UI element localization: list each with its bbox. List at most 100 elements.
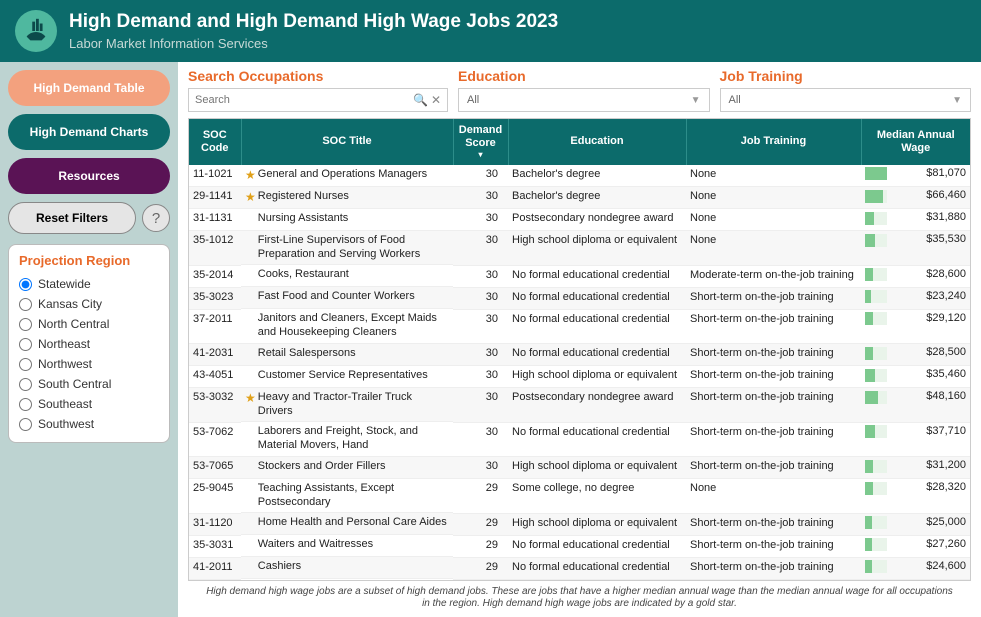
cell-education: No formal educational credential <box>508 309 686 344</box>
nav-button-high-demand-table[interactable]: High Demand Table <box>8 70 170 106</box>
region-radio[interactable] <box>19 418 32 431</box>
chevron-down-icon: ▼ <box>691 95 701 106</box>
region-radio[interactable] <box>19 378 32 391</box>
table-row[interactable]: 11-1021★General and Operations Managers3… <box>189 165 970 187</box>
region-label: Northwest <box>38 357 92 371</box>
wage-value: $29,120 <box>891 312 966 326</box>
cell-education: Postsecondary nondegree award <box>508 209 686 231</box>
region-option-south-central[interactable]: South Central <box>19 374 159 394</box>
col-header-wage[interactable]: Median Annual Wage <box>861 119 970 165</box>
projection-region-panel: Projection Region StatewideKansas CityNo… <box>8 244 170 443</box>
cell-score: 30 <box>453 344 508 366</box>
cell-title-text: Janitors and Cleaners, Except Maids and … <box>258 312 449 340</box>
occupations-table-wrap: SOC Code SOC Title Demand Score▾ Educati… <box>188 118 971 581</box>
wage-bar <box>865 516 887 529</box>
cell-title-text: Teaching Assistants, Except Postsecondar… <box>258 482 449 510</box>
region-option-kansas-city[interactable]: Kansas City <box>19 294 159 314</box>
cell-score: 30 <box>453 366 508 388</box>
region-option-southwest[interactable]: Southwest <box>19 414 159 434</box>
reset-filters-button[interactable]: Reset Filters <box>8 202 136 234</box>
wage-bar <box>865 538 887 551</box>
region-option-statewide[interactable]: Statewide <box>19 274 159 294</box>
region-label: Northeast <box>38 337 90 351</box>
region-radio[interactable] <box>19 318 32 331</box>
cell-score: 29 <box>453 535 508 557</box>
cell-score: 30 <box>453 209 508 231</box>
region-label: Statewide <box>38 277 91 291</box>
cell-title-text: Stockers and Order Fillers <box>258 460 449 474</box>
table-row[interactable]: 35-3031★Waiters and Waitresses29No forma… <box>189 535 970 557</box>
training-select[interactable]: All ▼ <box>720 88 972 112</box>
cell-wage: $31,200 <box>861 457 970 479</box>
cell-soc: 41-2031 <box>189 344 241 366</box>
col-header-training[interactable]: Job Training <box>686 119 861 165</box>
table-row[interactable]: 25-9045★Teaching Assistants, Except Post… <box>189 479 970 514</box>
table-row[interactable]: 35-1012★First-Line Supervisors of Food P… <box>189 231 970 266</box>
nav-button-high-demand-charts[interactable]: High Demand Charts <box>8 114 170 150</box>
col-header-soc[interactable]: SOC Code <box>189 119 241 165</box>
search-icon[interactable]: 🔍 <box>413 93 428 107</box>
cell-education: High school diploma or equivalent <box>508 366 686 388</box>
high-wage-star-icon: ★ <box>245 391 256 406</box>
region-option-north-central[interactable]: North Central <box>19 314 159 334</box>
cell-title: ★Cashiers <box>241 557 453 579</box>
region-radio[interactable] <box>19 398 32 411</box>
cell-training: Short-term on-the-job training <box>686 513 861 535</box>
table-row[interactable]: 53-7062★Laborers and Freight, Stock, and… <box>189 422 970 457</box>
cell-education: No formal educational credential <box>508 344 686 366</box>
cell-soc: 53-3032 <box>189 388 241 423</box>
region-radio[interactable] <box>19 358 32 371</box>
education-select[interactable]: All ▼ <box>458 88 710 112</box>
cell-training: Short-term on-the-job training <box>686 535 861 557</box>
table-row[interactable]: 41-2011★Cashiers29No formal educational … <box>189 557 970 579</box>
table-row[interactable]: 41-2031★Retail Salespersons30No formal e… <box>189 344 970 366</box>
table-row[interactable]: 35-2014★Cooks, Restaurant30No formal edu… <box>189 265 970 287</box>
chevron-down-icon: ▼ <box>952 95 962 106</box>
table-row[interactable]: 53-7065★Stockers and Order Fillers30High… <box>189 457 970 479</box>
training-heading: Job Training <box>720 68 972 84</box>
table-row[interactable]: 37-2011★Janitors and Cleaners, Except Ma… <box>189 309 970 344</box>
cell-training: Short-term on-the-job training <box>686 309 861 344</box>
region-option-southeast[interactable]: Southeast <box>19 394 159 414</box>
wage-value: $25,000 <box>891 516 966 530</box>
table-row[interactable]: 29-1141★Registered Nurses30Bachelor's de… <box>189 187 970 209</box>
cell-training: Short-term on-the-job training <box>686 388 861 423</box>
region-radio[interactable] <box>19 278 32 291</box>
cell-education: No formal educational credential <box>508 422 686 457</box>
region-option-northwest[interactable]: Northwest <box>19 354 159 374</box>
cell-training: None <box>686 479 861 514</box>
cell-training: Short-term on-the-job training <box>686 457 861 479</box>
search-occupations-box[interactable]: 🔍 ✕ <box>188 88 448 112</box>
help-button[interactable]: ? <box>142 204 170 232</box>
cell-title-text: Nursing Assistants <box>258 212 449 226</box>
nav-button-resources[interactable]: Resources <box>8 158 170 194</box>
region-option-northeast[interactable]: Northeast <box>19 334 159 354</box>
cell-training: None <box>686 187 861 209</box>
cell-title: ★Janitors and Cleaners, Except Maids and… <box>241 309 453 344</box>
table-row[interactable]: 43-4051★Customer Service Representatives… <box>189 366 970 388</box>
wage-value: $66,460 <box>891 189 966 203</box>
cell-soc: 31-1120 <box>189 513 241 535</box>
table-row[interactable]: 53-3032★Heavy and Tractor-Trailer Truck … <box>189 388 970 423</box>
cell-education: No formal educational credential <box>508 535 686 557</box>
col-header-education[interactable]: Education <box>508 119 686 165</box>
education-heading: Education <box>458 68 710 84</box>
region-radio[interactable] <box>19 298 32 311</box>
cell-soc: 35-3023 <box>189 287 241 309</box>
cell-title: ★Customer Service Representatives <box>241 366 453 388</box>
region-label: Kansas City <box>38 297 102 311</box>
cell-soc: 37-2011 <box>189 309 241 344</box>
cell-education: No formal educational credential <box>508 265 686 287</box>
clear-search-icon[interactable]: ✕ <box>431 93 441 107</box>
cell-title-text: Retail Salespersons <box>258 347 449 361</box>
sort-desc-icon: ▾ <box>458 150 504 160</box>
table-row[interactable]: 31-1120★Home Health and Personal Care Ai… <box>189 513 970 535</box>
search-input[interactable] <box>195 94 410 106</box>
col-header-title[interactable]: SOC Title <box>241 119 453 165</box>
table-row[interactable]: 31-1131★Nursing Assistants30Postsecondar… <box>189 209 970 231</box>
region-radio[interactable] <box>19 338 32 351</box>
col-header-score[interactable]: Demand Score▾ <box>453 119 508 165</box>
table-row[interactable]: 35-3023★Fast Food and Counter Workers30N… <box>189 287 970 309</box>
wage-bar <box>865 347 887 360</box>
cell-education: No formal educational credential <box>508 287 686 309</box>
